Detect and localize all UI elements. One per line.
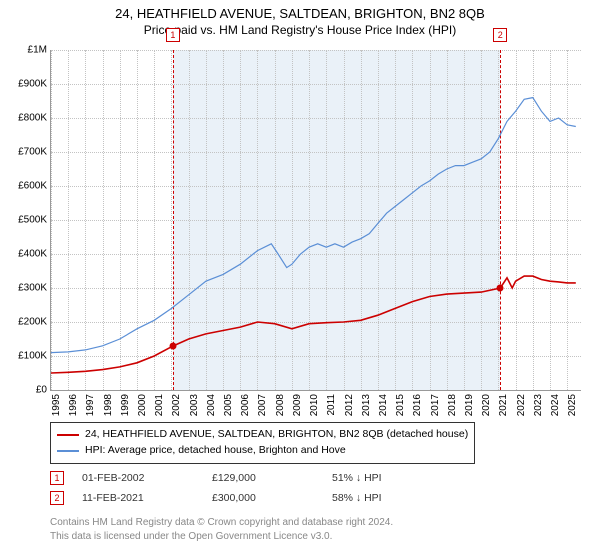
sale-pct: 58% ↓ HPI <box>332 492 382 504</box>
y-axis-label: £700K <box>18 147 47 158</box>
y-axis-label: £500K <box>18 215 47 226</box>
x-axis-label: 2000 <box>137 394 148 416</box>
y-axis-label: £600K <box>18 181 47 192</box>
sale-row: 1 01-FEB-2002 £129,000 51% ↓ HPI <box>50 468 382 488</box>
x-axis-label: 2020 <box>481 394 492 416</box>
x-axis-label: 2018 <box>447 394 458 416</box>
sale-date: 01-FEB-2002 <box>82 472 212 484</box>
x-axis-label: 2014 <box>378 394 389 416</box>
x-axis-label: 2011 <box>326 394 337 416</box>
sales-table: 1 01-FEB-2002 £129,000 51% ↓ HPI 2 11-FE… <box>50 468 382 508</box>
legend-swatch <box>57 434 79 436</box>
sale-marker-box: 2 <box>493 28 507 42</box>
x-axis-label: 1997 <box>85 394 96 416</box>
x-axis-label: 2005 <box>223 394 234 416</box>
x-axis-label: 2003 <box>189 394 200 416</box>
page-subtitle: Price paid vs. HM Land Registry's House … <box>0 23 600 37</box>
x-axis-label: 2024 <box>550 394 561 416</box>
footer-line: Contains HM Land Registry data © Crown c… <box>50 516 393 530</box>
x-axis-label: 1999 <box>120 394 131 416</box>
x-axis-label: 2017 <box>430 394 441 416</box>
sale-marker-box: 1 <box>166 28 180 42</box>
x-axis-label: 2013 <box>361 394 372 416</box>
x-axis-label: 2007 <box>257 394 268 416</box>
footer-line: This data is licensed under the Open Gov… <box>50 530 393 544</box>
sale-date: 11-FEB-2021 <box>82 492 212 504</box>
sale-price: £300,000 <box>212 492 332 504</box>
series-line-property <box>51 276 576 373</box>
legend-item-hpi: HPI: Average price, detached house, Brig… <box>57 443 468 459</box>
x-axis-label: 2001 <box>154 394 165 416</box>
sale-pct: 51% ↓ HPI <box>332 472 382 484</box>
x-axis-label: 2002 <box>171 394 182 416</box>
chart-lines <box>51 50 581 390</box>
x-axis-label: 2023 <box>533 394 544 416</box>
x-axis-label: 2008 <box>275 394 286 416</box>
footer-attribution: Contains HM Land Registry data © Crown c… <box>50 516 393 543</box>
page-title: 24, HEATHFIELD AVENUE, SALTDEAN, BRIGHTO… <box>0 6 600 21</box>
y-axis-label: £200K <box>18 317 47 328</box>
y-axis-label: £300K <box>18 283 47 294</box>
x-axis-label: 2009 <box>292 394 303 416</box>
sale-row: 2 11-FEB-2021 £300,000 58% ↓ HPI <box>50 488 382 508</box>
y-axis-label: £400K <box>18 249 47 260</box>
legend-label: HPI: Average price, detached house, Brig… <box>85 443 346 459</box>
x-axis-label: 2021 <box>498 394 509 416</box>
legend-label: 24, HEATHFIELD AVENUE, SALTDEAN, BRIGHTO… <box>85 427 468 443</box>
y-axis-label: £900K <box>18 79 47 90</box>
y-axis-label: £0 <box>36 385 47 396</box>
x-axis-label: 2016 <box>412 394 423 416</box>
x-axis-label: 2012 <box>344 394 355 416</box>
x-axis-label: 2022 <box>516 394 527 416</box>
sale-marker-icon: 2 <box>50 491 64 505</box>
x-axis-label: 2019 <box>464 394 475 416</box>
chart-legend: 24, HEATHFIELD AVENUE, SALTDEAN, BRIGHTO… <box>50 422 475 464</box>
x-axis-label: 2025 <box>567 394 578 416</box>
legend-swatch <box>57 450 79 452</box>
sale-price: £129,000 <box>212 472 332 484</box>
x-axis-label: 1996 <box>68 394 79 416</box>
x-axis-label: 2006 <box>240 394 251 416</box>
x-axis-label: 1998 <box>103 394 114 416</box>
sale-marker-icon: 1 <box>50 471 64 485</box>
legend-item-property: 24, HEATHFIELD AVENUE, SALTDEAN, BRIGHTO… <box>57 427 468 443</box>
x-axis-label: 2004 <box>206 394 217 416</box>
x-axis-label: 1995 <box>51 394 62 416</box>
price-chart: £0£100K£200K£300K£400K£500K£600K£700K£80… <box>50 50 580 410</box>
x-axis-label: 2010 <box>309 394 320 416</box>
y-axis-label: £1M <box>28 45 47 56</box>
y-axis-label: £100K <box>18 351 47 362</box>
x-axis-label: 2015 <box>395 394 406 416</box>
y-axis-label: £800K <box>18 113 47 124</box>
series-line-hpi <box>51 98 576 353</box>
